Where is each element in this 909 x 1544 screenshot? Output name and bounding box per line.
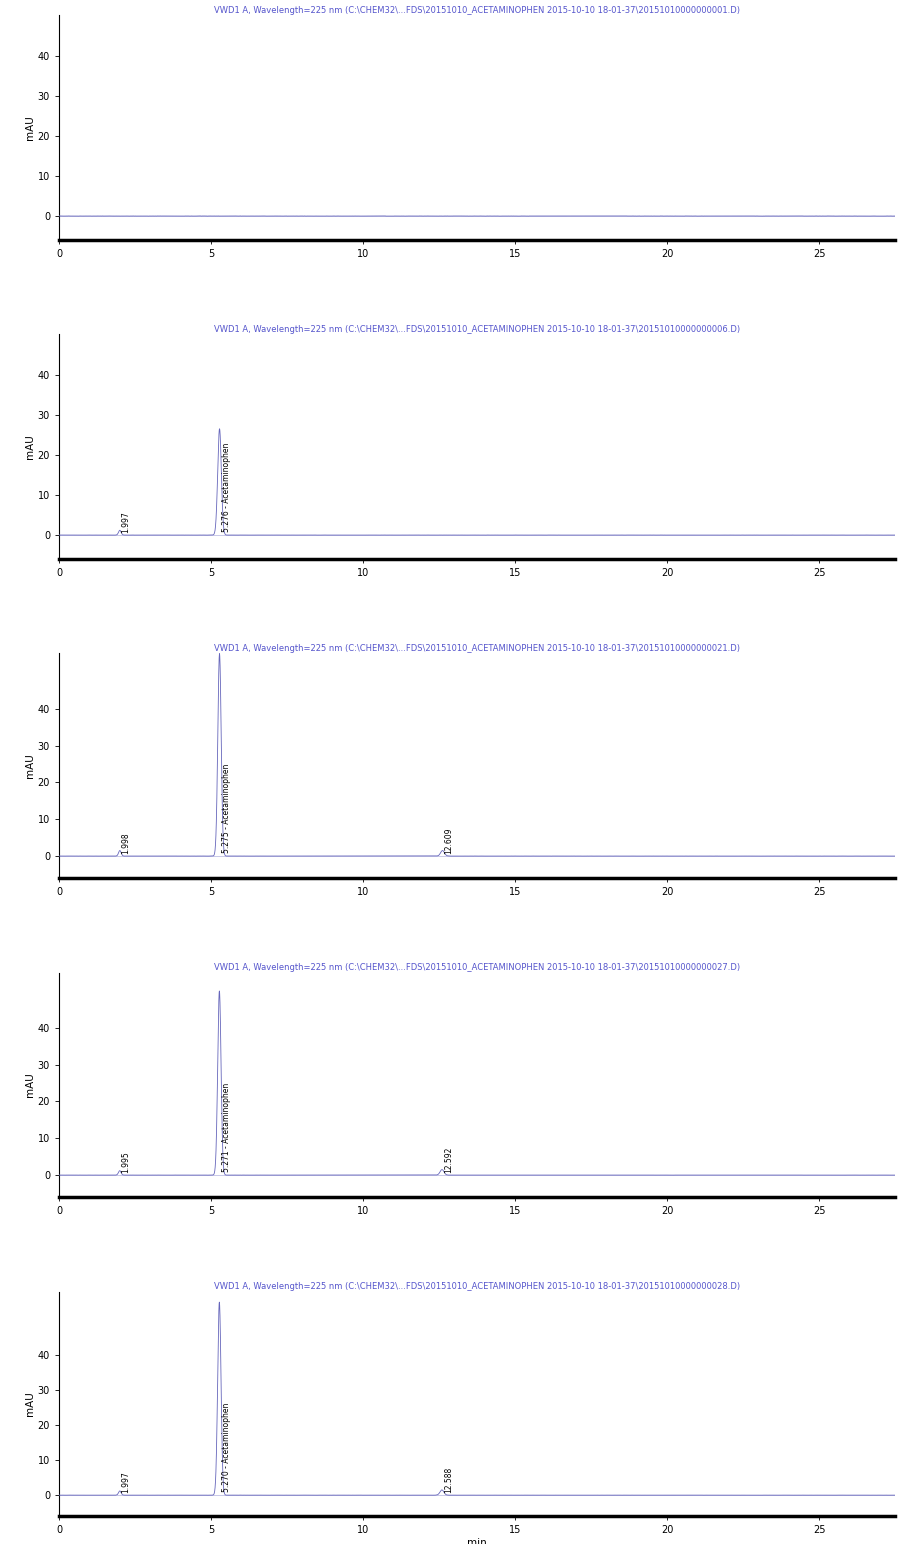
Text: 1.998: 1.998 (122, 832, 131, 854)
Text: 12.588: 12.588 (444, 1467, 453, 1493)
Y-axis label: mAU: mAU (25, 1391, 35, 1416)
Text: 5.276 - Acetaminophen: 5.276 - Acetaminophen (222, 443, 231, 531)
Title: VWD1 A, Wavelength=225 nm (C:\CHEM32\...FDS\20151010_ACETAMINOPHEN 2015-10-10 18: VWD1 A, Wavelength=225 nm (C:\CHEM32\...… (215, 963, 740, 971)
Text: 5.275 - Acetaminophen: 5.275 - Acetaminophen (222, 764, 231, 854)
Title: VWD1 A, Wavelength=225 nm (C:\CHEM32\...FDS\20151010_ACETAMINOPHEN 2015-10-10 18: VWD1 A, Wavelength=225 nm (C:\CHEM32\...… (215, 324, 740, 334)
Text: 5.271 - Acetaminophen: 5.271 - Acetaminophen (222, 1082, 231, 1172)
Text: 1.997: 1.997 (122, 511, 131, 533)
Title: VWD1 A, Wavelength=225 nm (C:\CHEM32\...FDS\20151010_ACETAMINOPHEN 2015-10-10 18: VWD1 A, Wavelength=225 nm (C:\CHEM32\...… (215, 644, 740, 653)
X-axis label: min: min (467, 1538, 487, 1544)
Y-axis label: mAU: mAU (25, 116, 35, 141)
Text: 1.997: 1.997 (122, 1471, 131, 1493)
Title: VWD1 A, Wavelength=225 nm (C:\CHEM32\...FDS\20151010_ACETAMINOPHEN 2015-10-10 18: VWD1 A, Wavelength=225 nm (C:\CHEM32\...… (215, 6, 740, 14)
Text: 12.609: 12.609 (445, 828, 454, 854)
Title: VWD1 A, Wavelength=225 nm (C:\CHEM32\...FDS\20151010_ACETAMINOPHEN 2015-10-10 18: VWD1 A, Wavelength=225 nm (C:\CHEM32\...… (215, 1282, 740, 1291)
Y-axis label: mAU: mAU (25, 753, 35, 778)
Text: 5.270 - Acetaminophen: 5.270 - Acetaminophen (222, 1403, 231, 1493)
Y-axis label: mAU: mAU (25, 1073, 35, 1098)
Text: 1.995: 1.995 (122, 1152, 131, 1173)
Text: 12.592: 12.592 (444, 1147, 453, 1173)
Y-axis label: mAU: mAU (25, 434, 35, 459)
